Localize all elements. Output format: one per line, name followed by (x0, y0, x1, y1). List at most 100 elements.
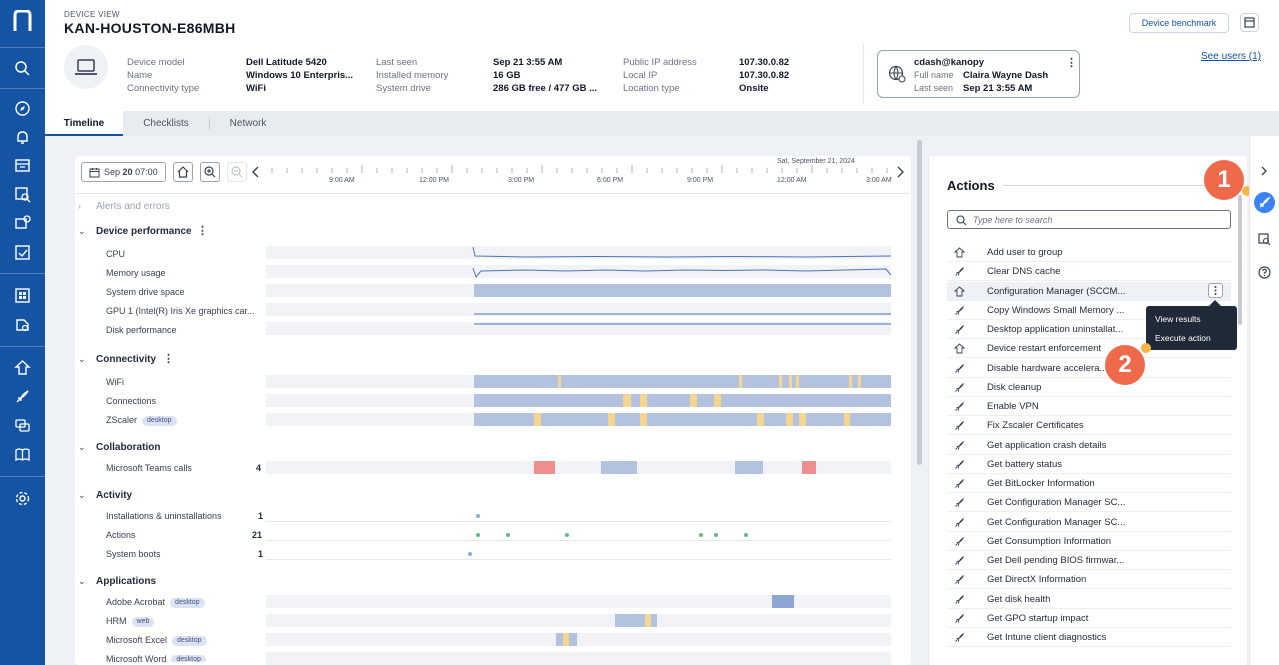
chat-icon[interactable] (14, 417, 31, 434)
chevron-down-icon[interactable]: ⌄ (78, 576, 86, 586)
lane-connections[interactable] (266, 394, 891, 407)
action-item[interactable]: Get DirectX Information (947, 570, 1231, 590)
timeline-event-dot[interactable] (476, 533, 480, 537)
lane-acrobat[interactable] (266, 595, 891, 608)
timeline-prev-icon[interactable] (251, 166, 261, 178)
tab-network[interactable]: Network (229, 118, 267, 129)
book-icon[interactable] (14, 446, 31, 463)
actions-scrollbar[interactable] (1238, 195, 1242, 325)
action-item-label: Get Configuration Manager SC... (987, 497, 1126, 509)
timeline-next-icon[interactable] (895, 166, 905, 178)
section-connectivity[interactable]: Connectivity (96, 354, 157, 365)
collapse-panel-icon[interactable] (1258, 165, 1270, 177)
action-item[interactable]: Get Configuration Manager SC... (947, 493, 1231, 513)
lane-memory[interactable] (266, 265, 891, 278)
chevron-down-icon[interactable]: ⌄ (78, 490, 86, 500)
action-item[interactable]: Device restart enforcement (947, 339, 1231, 359)
action-item[interactable]: Get BitLocker Information (947, 474, 1231, 493)
device-benchmark-button[interactable]: Device benchmark (1129, 13, 1229, 33)
date-picker-button[interactable]: Sep 20 07:00 (81, 162, 166, 182)
user-card[interactable]: cdash@kanopy Full name Claira Wayne Dash… (877, 50, 1080, 98)
menu-item-view-results[interactable]: View results (1155, 314, 1201, 324)
action-item[interactable]: Configuration Manager (SCCM... (947, 281, 1231, 301)
rail-actions-button[interactable] (1254, 192, 1275, 213)
action-item[interactable]: Get disk health (947, 590, 1231, 609)
section-more-icon[interactable]: ⋮ (163, 353, 174, 365)
lane-installs[interactable] (266, 509, 891, 522)
lane-disk[interactable] (266, 322, 891, 335)
nexthink-logo[interactable] (12, 10, 33, 32)
chevron-down-icon[interactable]: ⌄ (78, 442, 86, 452)
zoom-in-button[interactable] (200, 162, 220, 182)
lane-boots[interactable] (266, 547, 891, 560)
rail-help-button[interactable] (1254, 262, 1275, 283)
timeline-event-dot[interactable] (506, 533, 510, 537)
tab-checklists[interactable]: Checklists (143, 118, 189, 129)
action-item[interactable]: Disable hardware accelera... (947, 359, 1231, 378)
checklist-icon[interactable] (14, 244, 31, 261)
action-item[interactable]: Copy Windows Small Memory ... (947, 301, 1231, 320)
rail-investigate-button[interactable] (1254, 229, 1275, 250)
lane-word[interactable] (266, 652, 891, 665)
workflow-icon[interactable] (14, 215, 31, 232)
action-more-button[interactable] (1208, 283, 1223, 298)
lane-gpu[interactable] (266, 303, 891, 316)
zoom-out-button[interactable] (227, 162, 247, 182)
lane-actions[interactable] (266, 528, 891, 541)
action-item[interactable]: Get GPO startup impact (947, 609, 1231, 628)
action-item[interactable]: Get Configuration Manager SC... (947, 513, 1231, 532)
timeline-event-dot[interactable] (476, 514, 480, 518)
lane-wifi[interactable] (266, 375, 891, 388)
remote-action-icon[interactable] (14, 359, 31, 376)
timeline-event-dot[interactable] (468, 552, 472, 556)
section-alerts[interactable]: Alerts and errors (96, 201, 170, 212)
timeline-event-dot[interactable] (744, 533, 748, 537)
grid-icon[interactable] (14, 287, 31, 304)
action-item[interactable]: Desktop application uninstallat... (947, 320, 1231, 339)
tab-timeline[interactable]: Timeline (45, 111, 123, 136)
chevron-down-icon[interactable]: ⌄ (78, 354, 86, 364)
bell-icon[interactable] (14, 129, 31, 146)
dashboard-icon[interactable] (14, 157, 31, 174)
lane-teams[interactable] (266, 461, 891, 474)
lane-hrm[interactable] (266, 614, 891, 627)
section-collaboration[interactable]: Collaboration (96, 442, 161, 453)
section-more-icon[interactable]: ⋮ (197, 225, 208, 237)
menu-item-execute-action[interactable]: Execute action (1155, 333, 1211, 343)
section-applications[interactable]: Applications (96, 576, 157, 587)
action-item[interactable]: Get application crash details (947, 436, 1231, 455)
insights-icon[interactable] (14, 186, 31, 203)
action-item[interactable]: Get Consumption Information (947, 532, 1231, 551)
timeline-scrollbar[interactable] (917, 140, 922, 465)
user-card-more-icon[interactable]: ⋮ (1066, 57, 1077, 69)
rocket-icon[interactable] (14, 388, 31, 405)
lane-zscaler[interactable] (266, 413, 891, 426)
user-last-seen-value: Sep 21 3:55 AM (963, 83, 1033, 94)
action-item[interactable]: Add user to group (947, 243, 1231, 262)
timeline-event-dot[interactable] (714, 533, 718, 537)
settings-icon[interactable] (14, 490, 31, 507)
action-item[interactable]: Disk cleanup (947, 378, 1231, 397)
lane-excel[interactable] (266, 633, 891, 646)
chevron-right-icon[interactable]: › (78, 201, 81, 211)
action-item[interactable]: Get Intune client diagnostics (947, 628, 1231, 647)
home-button[interactable] (173, 162, 193, 182)
diagnostics-icon[interactable] (14, 316, 31, 333)
compass-icon[interactable] (14, 100, 31, 117)
lane-drive[interactable] (266, 284, 891, 297)
action-item[interactable]: Fix Zscaler Certificates (947, 416, 1231, 436)
timeline-event-dot[interactable] (565, 533, 569, 537)
action-item[interactable]: Get battery status (947, 455, 1231, 474)
actions-search-input[interactable]: Type here to search (947, 210, 1231, 229)
action-item[interactable]: Clear DNS cache (947, 262, 1231, 282)
section-activity[interactable]: Activity (96, 490, 133, 501)
action-item[interactable]: Get Dell pending BIOS firmwar... (947, 551, 1231, 570)
panel-toggle-button[interactable] (1240, 13, 1259, 32)
action-item[interactable]: Enable VPN (947, 397, 1231, 416)
lane-cpu[interactable] (266, 246, 891, 259)
search-icon[interactable] (14, 60, 31, 77)
section-device-performance[interactable]: Device performance (96, 226, 192, 237)
chevron-down-icon[interactable]: ⌄ (78, 226, 86, 236)
timeline-event-dot[interactable] (699, 533, 703, 537)
see-users-link[interactable]: See users (1) (1201, 51, 1262, 62)
